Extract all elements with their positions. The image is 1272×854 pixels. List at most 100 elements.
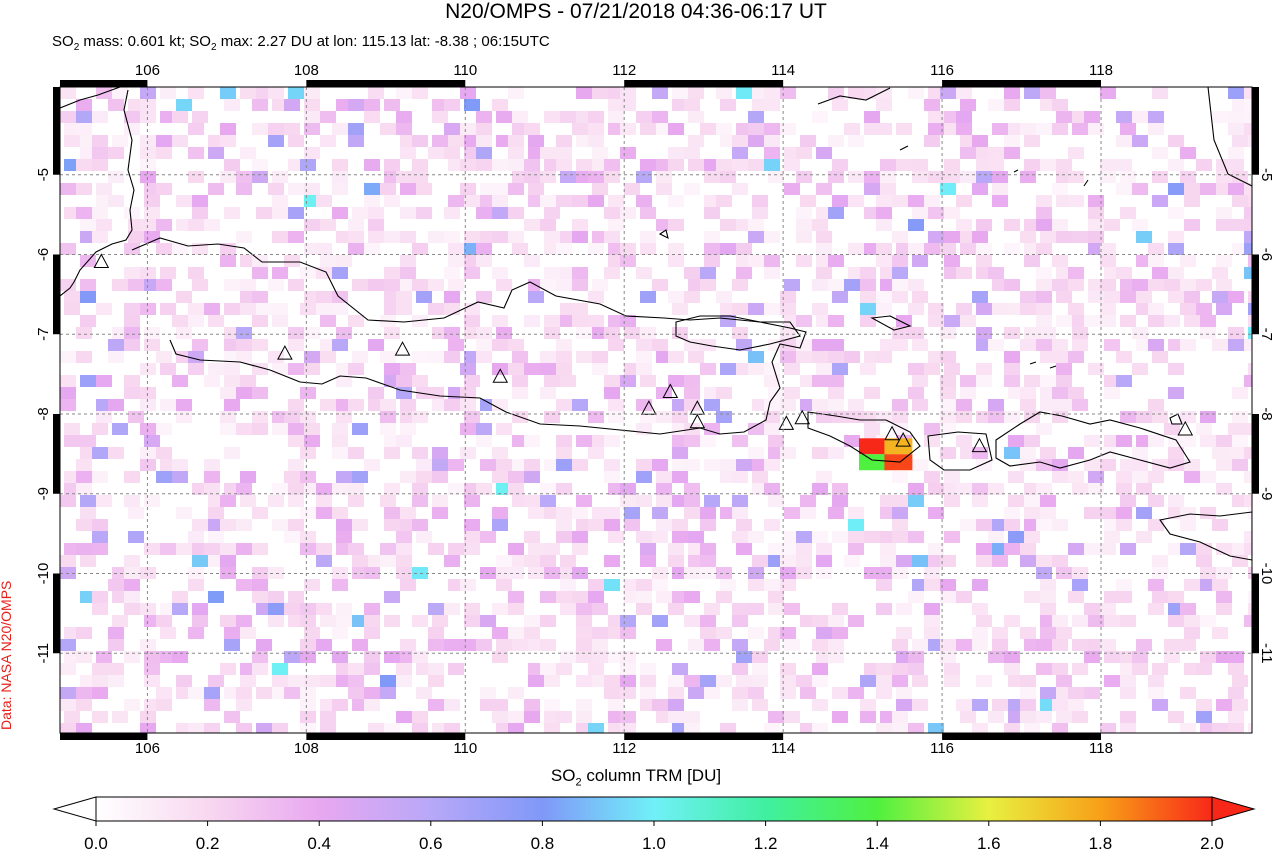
so2-pixel	[1004, 447, 1020, 459]
so2-pixel	[80, 291, 96, 303]
so2-pixel	[320, 135, 336, 147]
so2-pixel	[832, 363, 848, 375]
so2-pixel	[576, 603, 592, 615]
so2-pixel	[908, 495, 924, 507]
so2-pixel	[220, 255, 236, 267]
so2-pixel	[656, 387, 672, 399]
so2-pixel	[864, 423, 880, 435]
so2-pixel	[144, 675, 160, 687]
so2-pixel	[940, 183, 956, 195]
so2-pixel	[1036, 279, 1052, 291]
so2-pixel	[60, 495, 76, 507]
so2-pixel	[80, 507, 96, 519]
so2-pixel	[108, 447, 124, 459]
so2-pixel	[668, 195, 684, 207]
so2-pixel	[332, 651, 348, 663]
so2-pixel	[76, 723, 92, 733]
so2-pixel	[784, 639, 800, 651]
so2-pixel	[476, 423, 492, 435]
so2-pixel	[1088, 363, 1104, 375]
so2-pixel	[464, 375, 480, 387]
so2-pixel	[972, 495, 988, 507]
so2-pixel	[1132, 183, 1148, 195]
so2-pixel	[432, 507, 448, 519]
so2-pixel	[1040, 495, 1056, 507]
so2-pixel	[80, 279, 96, 291]
so2-pixel	[828, 135, 844, 147]
so2-pixel	[300, 387, 316, 399]
so2-pixel	[764, 135, 780, 147]
so2-pixel	[720, 171, 736, 183]
so2-pixel	[160, 303, 176, 315]
so2-pixel	[272, 267, 288, 279]
so2-pixel	[1180, 507, 1196, 519]
so2-pixel	[448, 339, 464, 351]
so2-pixel	[556, 135, 572, 147]
so2-pixel	[924, 579, 940, 591]
so2-pixel	[812, 351, 828, 363]
so2-pixel	[76, 123, 92, 135]
so2-pixel	[448, 195, 464, 207]
so2-pixel	[704, 399, 720, 411]
so2-pixel	[972, 579, 988, 591]
so2-pixel	[412, 375, 428, 387]
so2-pixel	[928, 483, 944, 495]
so2-pixel	[140, 639, 156, 651]
so2-pixel	[144, 495, 160, 507]
so2-pixel	[716, 675, 732, 687]
so2-hotspot-pixel	[858, 438, 887, 455]
so2-pixel	[672, 723, 688, 733]
so2-pixel	[288, 279, 304, 291]
so2-pixel	[896, 687, 912, 699]
so2-pixel	[1232, 675, 1248, 687]
so2-pixel	[912, 339, 928, 351]
so2-pixel	[716, 567, 732, 579]
so2-pixel	[220, 87, 236, 99]
so2-pixel	[304, 219, 320, 231]
so2-pixel	[1248, 303, 1252, 315]
so2-pixel	[1104, 339, 1120, 351]
so2-pixel	[92, 591, 108, 603]
frame-bar-bottom	[942, 733, 1102, 740]
so2-pixel	[764, 159, 780, 171]
so2-pixel	[668, 555, 684, 567]
colorbar-tick-label: 1.2	[753, 834, 778, 853]
so2-pixel	[1132, 135, 1148, 147]
so2-pixel	[1116, 435, 1132, 447]
so2-pixel	[352, 351, 368, 363]
so2-pixel	[140, 267, 156, 279]
so2-pixel	[1136, 507, 1152, 519]
so2-pixel	[896, 555, 912, 567]
so2-pixel	[288, 483, 304, 495]
so2-pixel	[684, 675, 700, 687]
so2-pixel	[464, 267, 480, 279]
so2-pixel	[252, 387, 268, 399]
so2-pixel	[956, 195, 972, 207]
so2-pixel	[348, 675, 364, 687]
so2-pixel	[1056, 399, 1072, 411]
so2-pixel	[188, 351, 204, 363]
so2-pixel	[956, 591, 972, 603]
so2-pixel	[656, 591, 672, 603]
so2-pixel	[332, 123, 348, 135]
so2-pixel	[764, 303, 780, 315]
so2-pixel	[364, 699, 380, 711]
so2-pixel	[444, 555, 460, 567]
so2-pixel	[908, 243, 924, 255]
so2-pixel	[124, 123, 140, 135]
so2-pixel	[604, 435, 620, 447]
volcano-marker	[778, 415, 795, 430]
so2-pixel	[316, 639, 332, 651]
so2-pixel	[268, 603, 284, 615]
so2-pixel	[604, 675, 620, 687]
so2-pixel	[476, 111, 492, 123]
so2-pixel	[364, 687, 380, 699]
so2-pixel	[944, 171, 960, 183]
so2-pixel	[732, 495, 748, 507]
so2-pixel	[444, 99, 460, 111]
so2-pixel	[912, 699, 928, 711]
volcano-marker	[492, 368, 509, 383]
so2-pixel	[236, 687, 252, 699]
so2-pixel	[1040, 447, 1056, 459]
so2-pixel	[1212, 723, 1228, 733]
